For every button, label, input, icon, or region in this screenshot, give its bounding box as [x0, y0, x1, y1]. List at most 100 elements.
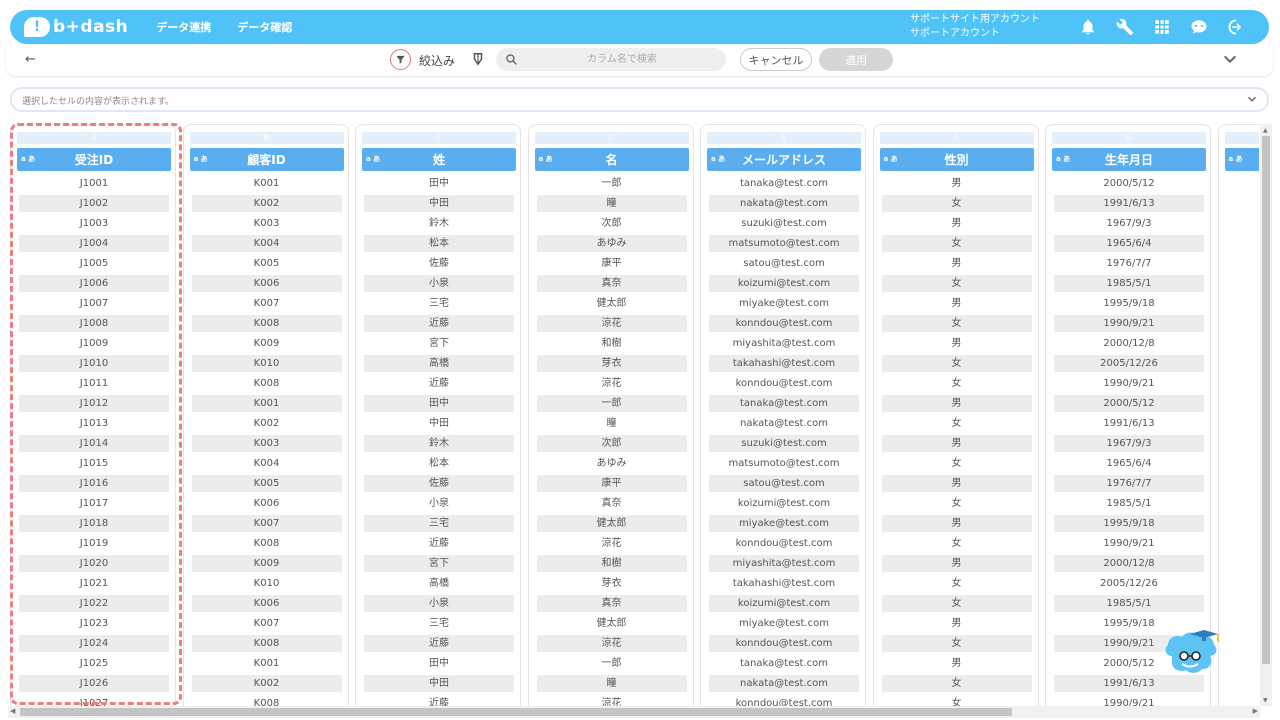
scroll-up-icon[interactable]: ▲: [1263, 127, 1268, 134]
column-header[interactable]: a あ姓: [362, 148, 516, 171]
table-cell[interactable]: miyashita@test.com: [709, 555, 859, 572]
column-letter[interactable]: [1224, 132, 1259, 144]
table-cell[interactable]: K004: [253, 458, 280, 469]
table-cell[interactable]: konndou@test.com: [709, 315, 859, 332]
table-cell[interactable]: K009: [253, 338, 280, 349]
table-cell[interactable]: K008: [253, 698, 280, 706]
column-header[interactable]: a あ 性別: [879, 148, 1034, 171]
table-cell[interactable]: K001: [191, 395, 342, 412]
table-cell[interactable]: K008: [253, 378, 280, 389]
table-cell[interactable]: J1012: [19, 395, 169, 412]
table-cell[interactable]: 女: [951, 698, 962, 706]
table-cell[interactable]: 真奈: [536, 595, 687, 612]
table-cell[interactable]: 1995/9/18: [1054, 515, 1204, 532]
bell-icon[interactable]: [1079, 18, 1097, 36]
table-cell[interactable]: J1017: [79, 498, 109, 509]
table-cell[interactable]: 1990/9/21: [1054, 315, 1204, 332]
table-cell[interactable]: suzuki@test.com: [709, 435, 859, 452]
table-cell[interactable]: 女: [951, 458, 962, 469]
table-cell[interactable]: 松本: [429, 458, 449, 469]
table-cell[interactable]: J1011: [79, 378, 109, 389]
table-cell[interactable]: 小泉: [429, 498, 449, 509]
table-cell[interactable]: 1967/9/3: [1054, 435, 1204, 452]
table-cell[interactable]: J1002: [19, 195, 169, 212]
table-cell[interactable]: 女: [951, 538, 962, 549]
table-cell[interactable]: J1010: [19, 355, 169, 372]
table-cell[interactable]: 一郎: [601, 658, 622, 669]
table-cell[interactable]: 一郎: [601, 178, 622, 189]
table-cell[interactable]: J1026: [19, 675, 169, 692]
table-cell[interactable]: 男: [881, 435, 1032, 452]
table-cell[interactable]: 高橋: [364, 355, 514, 372]
table-cell[interactable]: 松本: [364, 235, 514, 252]
table-cell[interactable]: K002: [253, 418, 280, 429]
table-cell[interactable]: J1007: [79, 298, 109, 309]
table-cell[interactable]: あゆみ: [596, 458, 627, 469]
table-cell[interactable]: 女: [881, 595, 1032, 612]
column-search[interactable]: [496, 48, 726, 71]
table-cell[interactable]: 1991/6/13: [1103, 418, 1155, 429]
table-cell[interactable]: K006: [253, 498, 280, 509]
table-cell[interactable]: 宮下: [429, 338, 449, 349]
chevron-down-icon[interactable]: [1222, 51, 1238, 67]
table-cell[interactable]: K007: [253, 618, 280, 629]
table-cell[interactable]: K008: [191, 315, 342, 332]
table-cell[interactable]: konndou@test.com: [735, 698, 833, 706]
shield-pin-icon[interactable]: [471, 52, 485, 66]
table-cell[interactable]: 女: [881, 355, 1032, 372]
table-cell[interactable]: K005: [191, 475, 342, 492]
cell-content-bar[interactable]: 選択したセルの内容が表示されます。: [10, 87, 1269, 112]
column-header[interactable]: a あ 顧客ID: [189, 148, 344, 171]
table-cell[interactable]: miyake@test.com: [739, 618, 829, 629]
table-cell[interactable]: 瞳: [536, 675, 687, 692]
table-cell[interactable]: 2000/5/12: [1054, 395, 1204, 412]
table-cell[interactable]: 田中: [429, 658, 449, 669]
table-cell[interactable]: 1976/7/7: [1054, 475, 1204, 492]
column-header[interactable]: a あ 受注ID: [17, 148, 171, 171]
table-cell[interactable]: 1995/9/18: [1103, 618, 1155, 629]
column-header[interactable]: a あ: [1224, 148, 1259, 171]
table-cell[interactable]: J1015: [79, 458, 109, 469]
table-cell[interactable]: J1005: [79, 258, 109, 269]
table-cell[interactable]: 鈴木: [364, 435, 514, 452]
table-cell[interactable]: konndou@test.com: [735, 538, 833, 549]
table-cell[interactable]: 涼花: [536, 315, 687, 332]
column-letter[interactable]: E: [707, 132, 861, 144]
table-cell[interactable]: J1018: [19, 515, 169, 532]
horizontal-scrollbar[interactable]: ◀ ▶: [8, 706, 1260, 718]
table-cell[interactable]: 小泉: [364, 275, 514, 292]
table-cell[interactable]: 男: [951, 218, 962, 229]
arrow-left-icon[interactable]: ←: [25, 52, 36, 67]
table-cell[interactable]: 真奈: [536, 275, 687, 292]
table-cell[interactable]: 1991/6/13: [1054, 675, 1204, 692]
table-cell[interactable]: K003: [191, 435, 342, 452]
table-cell[interactable]: 1985/5/1: [1054, 595, 1204, 612]
table-cell[interactable]: J1023: [79, 618, 109, 629]
table-cell[interactable]: 男: [951, 298, 962, 309]
table-cell[interactable]: 1990/9/21: [1103, 538, 1155, 549]
table-cell[interactable]: J1009: [79, 338, 109, 349]
table-cell[interactable]: 女: [881, 195, 1032, 212]
nav-data-integration[interactable]: データ連携: [156, 21, 212, 34]
table-cell[interactable]: 1985/5/1: [1106, 498, 1152, 509]
chevron-down-icon[interactable]: [1245, 92, 1259, 106]
table-cell[interactable]: J1001: [79, 178, 109, 189]
table-cell[interactable]: 2005/12/26: [1054, 355, 1204, 372]
table-cell[interactable]: 芽衣: [536, 355, 687, 372]
apply-button[interactable]: 適用: [819, 48, 893, 71]
table-cell[interactable]: 女: [881, 315, 1032, 332]
table-cell[interactable]: 涼花: [601, 538, 622, 549]
table-cell[interactable]: J1016: [19, 475, 169, 492]
table-cell[interactable]: 三宅: [429, 618, 449, 629]
table-cell[interactable]: 男: [951, 658, 962, 669]
horizontal-scroll-thumb[interactable]: [20, 708, 1012, 716]
table-cell[interactable]: 2000/5/12: [1103, 178, 1155, 189]
cancel-button[interactable]: キャンセル: [740, 48, 812, 71]
table-cell[interactable]: 涼花: [601, 378, 622, 389]
table-cell[interactable]: K010: [191, 355, 342, 372]
column-letter[interactable]: G: [1052, 132, 1206, 144]
column-letter[interactable]: D: [534, 132, 689, 144]
